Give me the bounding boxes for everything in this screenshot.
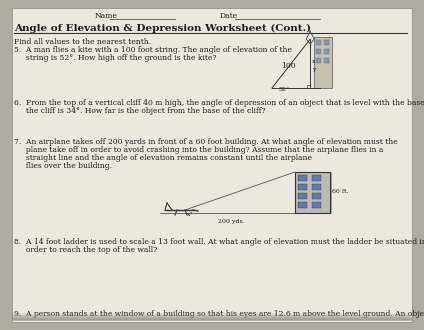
- Text: x°: x°: [187, 212, 194, 217]
- Bar: [12, 313, 412, 315]
- Bar: [312, 184, 321, 190]
- Bar: [295, 172, 330, 213]
- Bar: [12, 315, 412, 317]
- Bar: [298, 175, 307, 181]
- Bar: [12, 314, 412, 316]
- Text: plane take off in order to avoid crashing into the building? Assume that the air: plane take off in order to avoid crashin…: [14, 146, 383, 154]
- Bar: [12, 312, 412, 314]
- Bar: [12, 317, 412, 319]
- Text: 9.  A person stands at the window of a building so that his eyes are 12.6 m abov: 9. A person stands at the window of a bu…: [14, 310, 424, 318]
- Bar: [314, 37, 332, 88]
- Bar: [312, 175, 321, 181]
- Bar: [12, 318, 412, 320]
- Text: string is 52°. How high off the ground is the kite?: string is 52°. How high off the ground i…: [14, 54, 217, 62]
- Text: the cliff is 34°. How far is the object from the base of the cliff?: the cliff is 34°. How far is the object …: [14, 107, 265, 115]
- Text: straight line and the angle of elevation remains constant until the airplane: straight line and the angle of elevation…: [14, 154, 312, 162]
- Text: 5.  A man flies a kite with a 100 foot string. The angle of elevation of the: 5. A man flies a kite with a 100 foot st…: [14, 46, 292, 54]
- Bar: [298, 184, 307, 190]
- Text: flies over the building.: flies over the building.: [14, 162, 112, 170]
- Text: Angle of Elevation & Depression Worksheet (Cont.): Angle of Elevation & Depression Workshee…: [14, 24, 311, 33]
- Text: 6.  From the top of a vertical cliff 40 m high, the angle of depression of an ob: 6. From the top of a vertical cliff 40 m…: [14, 99, 424, 107]
- Text: 100: 100: [281, 62, 296, 70]
- Text: 200 yds.: 200 yds.: [218, 219, 245, 224]
- Bar: [312, 202, 321, 208]
- Bar: [316, 49, 321, 54]
- Bar: [12, 319, 412, 321]
- Text: x: x: [312, 58, 316, 64]
- Bar: [316, 40, 321, 45]
- Bar: [298, 193, 307, 199]
- Text: y: y: [312, 67, 316, 72]
- Text: 7.  An airplane takes off 200 yards in front of a 60 foot building. At what angl: 7. An airplane takes off 200 yards in fr…: [14, 138, 398, 146]
- Text: Name: Name: [95, 12, 118, 20]
- Text: 60 ft.: 60 ft.: [332, 189, 349, 194]
- Text: Find all values to the nearest tenth.: Find all values to the nearest tenth.: [14, 38, 151, 46]
- Bar: [312, 193, 321, 199]
- Bar: [324, 49, 329, 54]
- Bar: [316, 58, 321, 63]
- Text: 52°: 52°: [278, 87, 289, 92]
- Bar: [324, 58, 329, 63]
- Bar: [298, 202, 307, 208]
- Text: order to reach the top of the wall?: order to reach the top of the wall?: [14, 246, 157, 254]
- Text: 8.  A 14 foot ladder is used to scale a 13 foot wall. At what angle of elevation: 8. A 14 foot ladder is used to scale a 1…: [14, 238, 424, 246]
- Bar: [324, 40, 329, 45]
- Text: Date: Date: [220, 12, 238, 20]
- Bar: [12, 316, 412, 318]
